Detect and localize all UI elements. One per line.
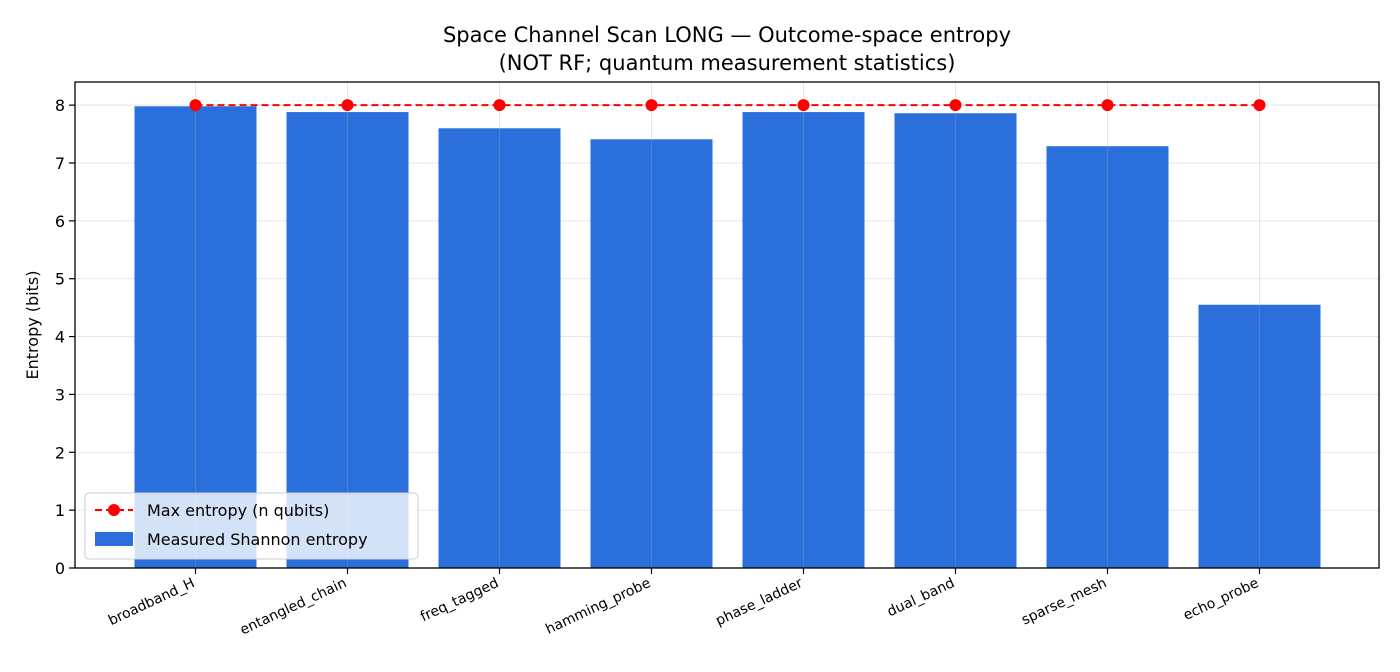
plot-frame <box>74 81 1380 569</box>
chart-subtitle: (NOT RF; quantum measurement statistics) <box>499 51 956 75</box>
max-entropy-point <box>949 99 962 112</box>
x-tick-label: hamming_probe <box>543 575 653 638</box>
x-tick-label: broadband_H <box>106 575 197 629</box>
x-axis: broadband_H entangled_chain freq_tagged ham… <box>106 568 1261 638</box>
legend: Max entropy (n qubits) Measured Shannon … <box>84 492 419 560</box>
x-tick-label: dual_band <box>885 575 957 620</box>
y-tick-label: 4 <box>55 328 65 347</box>
max-entropy-point <box>341 99 354 112</box>
max-entropy-point <box>797 99 810 112</box>
y-tick-label: 2 <box>55 443 65 462</box>
y-tick-label: 5 <box>55 270 65 289</box>
y-axis: 0 1 2 3 4 5 6 7 8 <box>55 96 75 578</box>
y-tick-label: 8 <box>55 96 65 115</box>
x-tick-label: entangled_chain <box>238 575 350 638</box>
legend-label-measured: Measured Shannon entropy <box>147 530 368 549</box>
max-entropy-point <box>189 99 202 112</box>
y-tick-label: 0 <box>55 559 65 578</box>
legend-marker-swatch <box>108 504 120 516</box>
bar-phase_ladder <box>742 112 865 568</box>
max-entropy-point <box>1101 99 1114 112</box>
legend-bar-swatch <box>95 532 133 546</box>
bar-dual_band <box>894 113 1017 568</box>
max-entropy-point <box>1253 99 1266 112</box>
legend-box <box>84 492 419 560</box>
y-tick-label: 7 <box>55 154 65 173</box>
bar-sparse_mesh <box>1046 146 1169 568</box>
bar-freq_tagged <box>438 128 561 569</box>
y-tick-label: 6 <box>55 212 65 231</box>
x-tick-label: freq_tagged <box>418 575 501 625</box>
bar-broadband_H <box>134 106 257 569</box>
y-tick-label: 3 <box>55 385 65 404</box>
chart-title: Space Channel Scan LONG — Outcome-space … <box>443 23 1011 47</box>
bar-hamming_probe <box>590 139 713 568</box>
x-tick-label: sparse_mesh <box>1019 575 1109 628</box>
max-entropy-point <box>645 99 658 112</box>
bars <box>134 106 1321 569</box>
vertical-grid <box>195 82 1260 568</box>
y-axis-label: Entropy (bits) <box>23 271 42 380</box>
y-tick-label: 1 <box>55 501 65 520</box>
x-tick-label: echo_probe <box>1181 575 1261 624</box>
max-entropy-point <box>493 99 506 112</box>
x-tick-label: phase_ladder <box>713 575 805 629</box>
max-entropy-line <box>189 99 1266 112</box>
bar-entangled_chain <box>286 112 409 568</box>
legend-label-max: Max entropy (n qubits) <box>147 501 329 520</box>
bar-echo_probe <box>1198 304 1321 568</box>
